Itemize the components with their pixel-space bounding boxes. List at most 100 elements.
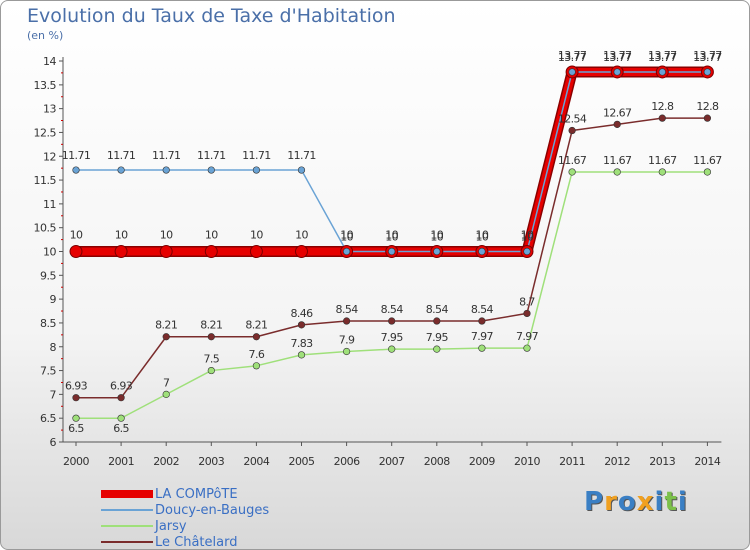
x-tick-label: 2007	[379, 455, 405, 468]
data-point	[117, 166, 125, 174]
data-label: 6.93	[65, 380, 88, 393]
logo-letter: x	[636, 487, 655, 517]
data-point	[159, 245, 173, 258]
proxiti-logo: Proxiti	[584, 487, 688, 517]
y-tick-label: 11	[43, 198, 56, 211]
data-label: 13.77	[558, 49, 587, 62]
data-point	[478, 344, 486, 352]
data-point	[568, 126, 576, 135]
x-tick-label: 2000	[63, 455, 89, 468]
data-point	[162, 333, 170, 341]
data-label: 11.67	[603, 154, 632, 167]
data-label: 10	[160, 229, 173, 242]
data-label: 13.77	[693, 51, 722, 64]
data-label: 8.46	[290, 307, 313, 320]
data-label: 7.97	[516, 330, 539, 343]
legend-label: LA COMPôTE	[155, 486, 238, 502]
data-label: 7.5	[203, 353, 219, 366]
data-label: 8.54	[426, 303, 449, 316]
y-tick-label: 14	[43, 55, 56, 68]
legend-label: Doucy-en-Bauges	[155, 502, 270, 518]
y-tick-label: 13.5	[34, 79, 57, 92]
data-label: 13.77	[603, 51, 632, 64]
data-label: 11.67	[558, 154, 587, 167]
x-tick-label: 2008	[424, 455, 450, 468]
y-tick-label: 6.5	[40, 412, 56, 425]
data-point	[297, 351, 306, 359]
data-point	[388, 345, 396, 353]
y-tick-label: 7.5	[40, 365, 56, 378]
data-point	[433, 317, 441, 325]
data-point	[72, 166, 80, 174]
data-label: 10	[205, 229, 218, 242]
data-label: 12.54	[558, 113, 587, 126]
legend-item: Jarsy	[101, 518, 269, 534]
chart-subtitle: (en %)	[27, 29, 64, 42]
legend-swatch	[101, 525, 153, 527]
data-point	[207, 366, 215, 375]
data-label: 8.21	[155, 319, 177, 332]
legend-item: Doucy-en-Bauges	[101, 502, 269, 518]
data-label: 10	[475, 229, 488, 242]
data-point	[204, 245, 218, 258]
data-label: 10	[115, 229, 128, 242]
data-label: 6.93	[110, 380, 133, 393]
data-label: 7.95	[381, 331, 404, 344]
y-tick-label: 13	[43, 103, 56, 116]
data-label: 7.9	[339, 334, 355, 347]
legend-swatch	[101, 490, 153, 498]
y-tick-label: 8	[50, 341, 57, 354]
data-label: 13.77	[558, 51, 587, 64]
legend-item: LA COMPôTE	[101, 486, 269, 502]
y-tick-label: 7	[50, 388, 57, 401]
data-point	[433, 247, 441, 256]
data-point	[343, 247, 351, 256]
data-label: 8.54	[336, 303, 359, 316]
data-label: 8.54	[381, 303, 404, 316]
y-tick-label: 12.5	[34, 126, 57, 139]
chart-legend: LA COMPôTE Doucy-en-Bauges Jarsy Le Châtela…	[101, 486, 269, 549]
data-label: 8.54	[471, 303, 494, 316]
y-tick-label: 8.5	[40, 317, 56, 330]
data-point	[478, 317, 486, 325]
data-label: 7	[163, 376, 170, 389]
logo-letter: i	[677, 487, 688, 517]
data-label: 13.77	[693, 49, 722, 62]
data-label: 8.7	[519, 295, 535, 308]
data-label: 12.8	[696, 100, 719, 113]
data-label: 10	[521, 231, 534, 244]
y-tick-label: 10	[43, 246, 56, 259]
data-label: 11.71	[197, 149, 226, 162]
data-point	[658, 68, 666, 76]
y-tick-label: 9	[50, 293, 57, 306]
data-label: 12.8	[651, 100, 674, 113]
logo-letter: o	[617, 487, 637, 517]
data-label: 10	[340, 229, 353, 242]
data-label: 8.21	[245, 319, 267, 332]
chart-title: Evolution du Taux de Taxe d'Habitation	[27, 5, 396, 27]
data-label: 7.97	[471, 330, 494, 343]
logo-letter: r	[604, 487, 618, 517]
data-point	[568, 68, 576, 76]
data-point	[703, 68, 712, 76]
y-tick-label: 6	[50, 436, 57, 449]
x-tick-label: 2004	[243, 455, 269, 468]
data-label: 10	[385, 231, 398, 244]
data-label: 7.6	[249, 348, 265, 361]
data-point	[703, 168, 712, 176]
legend-swatch	[101, 541, 153, 543]
y-tick-label: 11.5	[34, 174, 57, 187]
data-point	[343, 347, 351, 356]
data-label: 10	[430, 229, 443, 242]
logo-letter: t	[664, 487, 678, 517]
data-label: 11.71	[242, 149, 271, 162]
data-label: 6.5	[68, 422, 84, 435]
data-label: 7.83	[290, 337, 313, 350]
logo-letter: i	[654, 487, 665, 517]
data-label: 10	[521, 229, 534, 242]
x-tick-label: 2010	[514, 455, 540, 468]
legend-swatch	[101, 509, 153, 511]
data-point	[658, 168, 666, 176]
